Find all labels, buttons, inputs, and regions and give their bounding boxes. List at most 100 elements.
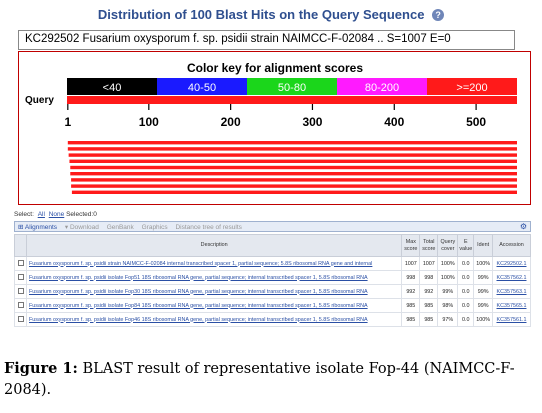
caption-label: Figure 1: xyxy=(4,360,78,377)
axis-tick-label: 400 xyxy=(384,115,404,129)
settings-gear-icon[interactable]: ⚙ xyxy=(519,222,527,231)
header-query-cover[interactable]: Query cover xyxy=(437,234,459,257)
cell-max-score: 985 xyxy=(401,298,421,313)
help-icon[interactable]: ? xyxy=(432,9,445,21)
caption-text: BLAST result of representative isolate F… xyxy=(4,361,515,398)
table-row: Fusarium oxysporum f. sp. psidii isolate… xyxy=(14,312,531,327)
hit-bar xyxy=(68,153,518,157)
graphic-title-bar: Distribution of 100 Blast Hits on the Qu… xyxy=(0,0,542,30)
row-checkbox[interactable] xyxy=(17,301,24,308)
axis-tick-label: 500 xyxy=(466,115,486,129)
cell-accession[interactable]: KC357561.1 xyxy=(492,312,531,327)
cell-e-value: 0.0 xyxy=(457,312,475,327)
genbank-link[interactable]: GenBank xyxy=(106,224,134,231)
cell-ident: 99% xyxy=(473,284,493,299)
axis-tick-label: 200 xyxy=(221,115,241,129)
download-button[interactable]: ▾ Download xyxy=(64,224,99,231)
color-key-swatch xyxy=(427,78,517,95)
select-all-link[interactable]: All xyxy=(37,211,45,218)
download-label: Download xyxy=(69,224,99,231)
cell-e-value: 0.0 xyxy=(457,298,475,313)
graphic-title: Distribution of 100 Blast Hits on the Qu… xyxy=(97,7,425,22)
hit-bar xyxy=(70,165,517,170)
blast-hits-graphic: Color key for alignment scores <40 40-50 50… xyxy=(18,51,531,205)
row-checkbox[interactable] xyxy=(17,259,24,266)
color-key-title: Color key for alignment scores xyxy=(187,61,363,75)
cell-accession[interactable]: KC357565.1 xyxy=(492,298,531,313)
cell-accession[interactable]: KC357563.1 xyxy=(492,284,531,299)
cell-description[interactable]: Fusarium oxysporum f. sp. psidii isolate… xyxy=(25,312,403,327)
header-description[interactable]: Description xyxy=(25,234,403,257)
axis-tick-label: 1 xyxy=(64,115,71,129)
cell-accession[interactable]: KC292502.1 xyxy=(492,256,531,271)
header-accession[interactable]: Accession xyxy=(492,234,531,257)
toggle-icon[interactable]: ⊞ xyxy=(18,224,24,231)
row-checkbox[interactable] xyxy=(17,287,24,294)
hits-table: Description Max score Total score Query … xyxy=(14,234,531,327)
alignments-label[interactable]: Alignments xyxy=(24,224,58,231)
graphics-link[interactable]: Graphics xyxy=(141,224,168,231)
query-bar xyxy=(67,96,517,104)
select-label: Select: xyxy=(14,211,34,218)
header-e-value[interactable]: E value xyxy=(457,234,475,257)
cell-ident: 100% xyxy=(473,312,493,327)
header-max-score[interactable]: Max score xyxy=(401,234,421,257)
distance-tree-link[interactable]: Distance tree of results xyxy=(175,224,242,231)
cell-e-value: 0.0 xyxy=(457,284,475,299)
query-sequence-select[interactable]: KC292502 Fusarium oxysporum f. sp. psidi… xyxy=(18,30,515,50)
select-line: Select: All None Selected:0 xyxy=(14,211,97,218)
cell-checkbox xyxy=(14,270,27,285)
cell-ident: 99% xyxy=(473,270,493,285)
color-key-label: 50-80 xyxy=(278,82,306,94)
cell-checkbox xyxy=(14,284,27,299)
cell-checkbox xyxy=(14,256,27,271)
cell-query-cover: 97% xyxy=(437,312,459,327)
figure-caption: Figure 1: BLAST result of representative… xyxy=(4,358,540,401)
hit-bar xyxy=(70,172,517,176)
axis-tick-label: 300 xyxy=(302,115,322,129)
hit-bar xyxy=(67,147,517,151)
select-none-link[interactable]: None xyxy=(48,211,65,218)
cell-total-score: 985 xyxy=(419,312,439,327)
cell-query-cover: 99% xyxy=(437,284,459,299)
cell-description[interactable]: Fusarium oxysporum f. sp. psidii isolate… xyxy=(25,284,403,299)
color-key-label: >=200 xyxy=(456,82,487,94)
table-row: Fusarium oxysporum f. sp. psidii strain … xyxy=(14,256,531,271)
hit-bar xyxy=(71,184,517,188)
cell-checkbox xyxy=(14,298,27,313)
cell-query-cover: 100% xyxy=(437,256,459,271)
color-key-swatch xyxy=(337,78,427,95)
color-key-swatch xyxy=(247,78,337,95)
row-checkbox[interactable] xyxy=(17,273,24,280)
cell-total-score: 985 xyxy=(419,298,439,313)
header-ident[interactable]: Ident xyxy=(473,234,493,257)
row-checkbox[interactable] xyxy=(17,315,24,322)
hits-graphic-svg: Color key for alignment scores <40 40-50 50… xyxy=(25,61,518,194)
query-label: Query xyxy=(25,95,54,106)
table-row: Fusarium oxysporum f. sp. psidii isolate… xyxy=(14,270,531,285)
cell-max-score: 998 xyxy=(401,270,421,285)
header-checkbox xyxy=(14,234,27,257)
cell-query-cover: 98% xyxy=(437,298,459,313)
results-section: Select: All None Selected:0 ⊞ Alignments… xyxy=(0,205,542,329)
header-total-score[interactable]: Total score xyxy=(419,234,439,257)
color-key-swatch xyxy=(157,78,247,95)
color-key-swatch xyxy=(67,78,157,95)
table-row: Fusarium oxysporum f. sp. psidii isolate… xyxy=(14,298,531,313)
cell-description[interactable]: Fusarium oxysporum f. sp. psidii strain … xyxy=(25,256,403,271)
cell-accession[interactable]: KC357562.1 xyxy=(492,270,531,285)
cell-e-value: 0.0 xyxy=(457,256,475,271)
hits-table-body: Fusarium oxysporum f. sp. psidii strain … xyxy=(14,256,531,327)
alignments-toolbar: ⊞ Alignments ▾ Download GenBank Graphics… xyxy=(14,221,531,232)
cell-checkbox xyxy=(14,312,27,327)
cell-description[interactable]: Fusarium oxysporum f. sp. psidii isolate… xyxy=(25,270,403,285)
cell-total-score: 1007 xyxy=(419,256,439,271)
selected-count: Selected:0 xyxy=(66,211,97,218)
cell-max-score: 1007 xyxy=(401,256,421,271)
cell-description[interactable]: Fusarium oxysporum f. sp. psidii isolate… xyxy=(25,298,403,313)
hit-bar xyxy=(69,159,518,163)
hit-bar xyxy=(71,190,517,194)
table-header-row: Description Max score Total score Query … xyxy=(14,234,531,257)
hit-bar xyxy=(67,141,517,145)
cell-ident: 100% xyxy=(473,256,493,271)
